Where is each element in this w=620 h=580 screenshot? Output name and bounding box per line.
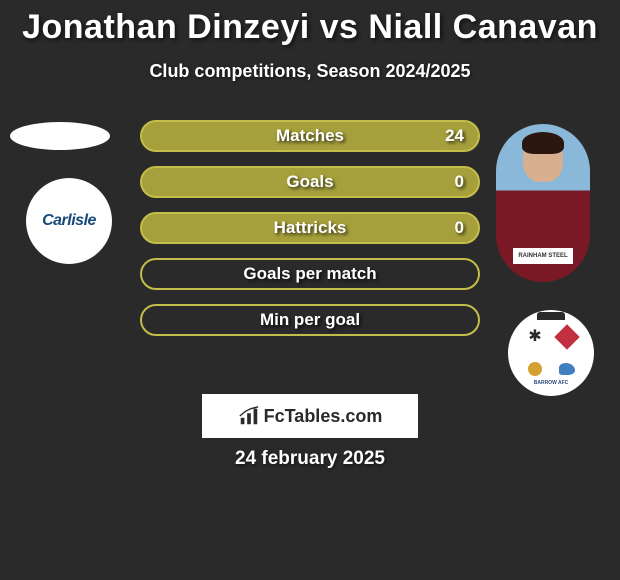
avatar-hair xyxy=(522,132,564,154)
stat-value: 24 xyxy=(445,126,464,146)
badge-sub-icon xyxy=(537,312,565,320)
footer-brand: FcTables.com xyxy=(264,406,383,427)
stat-bar: Goals per match xyxy=(140,258,480,290)
player2-club-name: BARROW AFC xyxy=(534,380,569,386)
badge-quadrant-2 xyxy=(552,322,582,352)
stat-label: Min per goal xyxy=(260,310,360,330)
page-title: Jonathan Dinzeyi vs Niall Canavan xyxy=(0,0,620,47)
stat-label: Matches xyxy=(276,126,344,146)
chart-icon xyxy=(238,405,260,427)
date-label: 24 february 2025 xyxy=(235,448,385,470)
stats-container: Matches 24 Goals 0 Hattricks 0 Goals per match… xyxy=(140,120,480,350)
stat-label: Goals per match xyxy=(243,264,376,284)
stat-bar: Matches 24 xyxy=(140,120,480,152)
stat-label: Goals xyxy=(286,172,333,192)
stat-bar: Goals 0 xyxy=(140,166,480,198)
stat-label: Hattricks xyxy=(274,218,347,238)
player2-club-badge: ✱ BARROW AFC xyxy=(508,310,594,396)
stat-bar: Min per goal xyxy=(140,304,480,336)
avatar-sponsor: RAINHAM STEEL xyxy=(513,248,573,264)
badge-quadrant-1: ✱ xyxy=(520,322,550,352)
player1-club-name: Carlisle xyxy=(42,212,96,230)
subtitle: Club competitions, Season 2024/2025 xyxy=(0,61,620,82)
stat-value: 0 xyxy=(455,172,464,192)
player1-club-badge: Carlisle xyxy=(26,178,112,264)
stat-bar: Hattricks 0 xyxy=(140,212,480,244)
stat-value: 0 xyxy=(455,218,464,238)
footer-brand-box: FcTables.com xyxy=(202,394,418,438)
player2-avatar: RAINHAM STEEL xyxy=(496,124,590,282)
player1-avatar xyxy=(10,122,110,150)
